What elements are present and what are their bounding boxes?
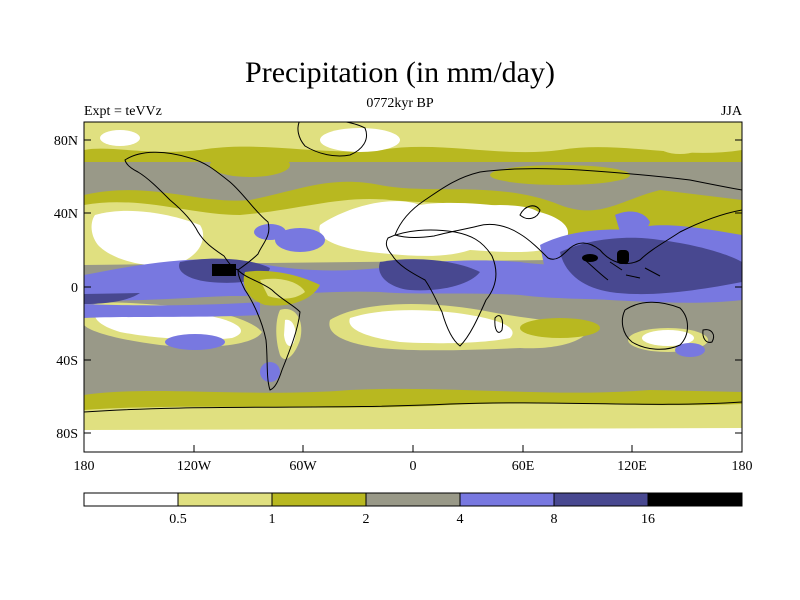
- lon-label-180e: 180: [732, 459, 753, 474]
- precipitation-field: [84, 122, 742, 452]
- season-label: JJA: [720, 104, 742, 119]
- experiment-label: Expt = teVVz: [84, 104, 162, 119]
- lon-label-120w: 120W: [177, 459, 212, 474]
- colorbar-swatch: [553, 492, 649, 507]
- colorbar-label: 4: [457, 512, 464, 527]
- colorbar-swatch: [271, 492, 367, 507]
- colorbar-label: 2: [363, 512, 370, 527]
- colorbar-label: 0.5: [169, 512, 187, 527]
- lat-label-80n: 80N: [54, 134, 78, 149]
- colorbar-swatch: [177, 492, 273, 507]
- colorbar: [83, 492, 743, 507]
- colorbar-swatch: [83, 492, 179, 507]
- coastlines: [84, 122, 742, 413]
- colorbar-label: 8: [551, 512, 558, 527]
- colorbar-label: 16: [641, 512, 655, 527]
- lat-label-40s: 40S: [56, 354, 78, 369]
- colorbar-swatch: [365, 492, 461, 507]
- colorbar-swatch: [459, 492, 555, 507]
- lon-label-120e: 120E: [617, 459, 647, 474]
- lon-label-60w: 60W: [289, 459, 317, 474]
- colorbar-labels: 0.5 1 2 4 8 16: [169, 512, 655, 527]
- lat-label-40n: 40N: [54, 207, 78, 222]
- lon-label-180w: 180: [74, 459, 95, 474]
- axis-ticks: [83, 139, 743, 452]
- colorbar-swatch: [647, 492, 743, 507]
- lat-label-80s: 80S: [56, 427, 78, 442]
- map-title: Precipitation (in mm/day): [245, 56, 555, 89]
- lat-label-0: 0: [71, 281, 78, 296]
- map-subtitle: 0772kyr BP: [366, 96, 434, 111]
- colorbar-label: 1: [269, 512, 276, 527]
- lon-label-0: 0: [410, 459, 417, 474]
- lon-label-60e: 60E: [512, 459, 535, 474]
